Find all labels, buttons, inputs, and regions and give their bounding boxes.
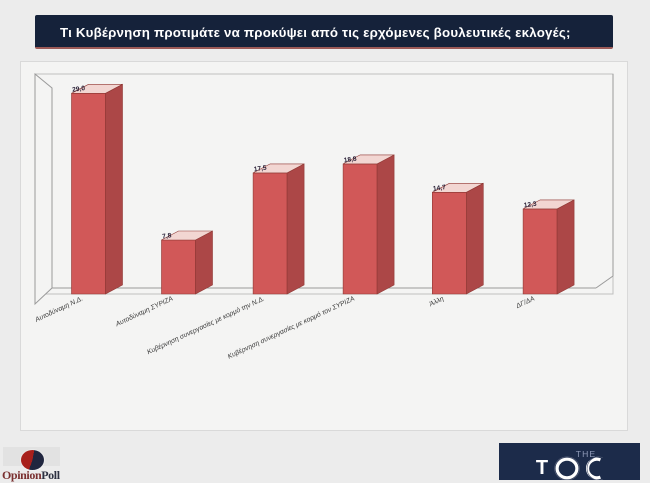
svg-text:Άλλη: Άλλη [428, 295, 446, 308]
svg-text:THE: THE [576, 449, 597, 459]
svg-text:Αυτοδύναμη ΣΥΡΙΖΑ: Αυτοδύναμη ΣΥΡΙΖΑ [113, 294, 174, 328]
svg-text:T: T [536, 457, 548, 479]
svg-text:7,8: 7,8 [162, 232, 172, 240]
svg-text:ΔΓ/ΔΑ: ΔΓ/ΔΑ [514, 295, 536, 310]
